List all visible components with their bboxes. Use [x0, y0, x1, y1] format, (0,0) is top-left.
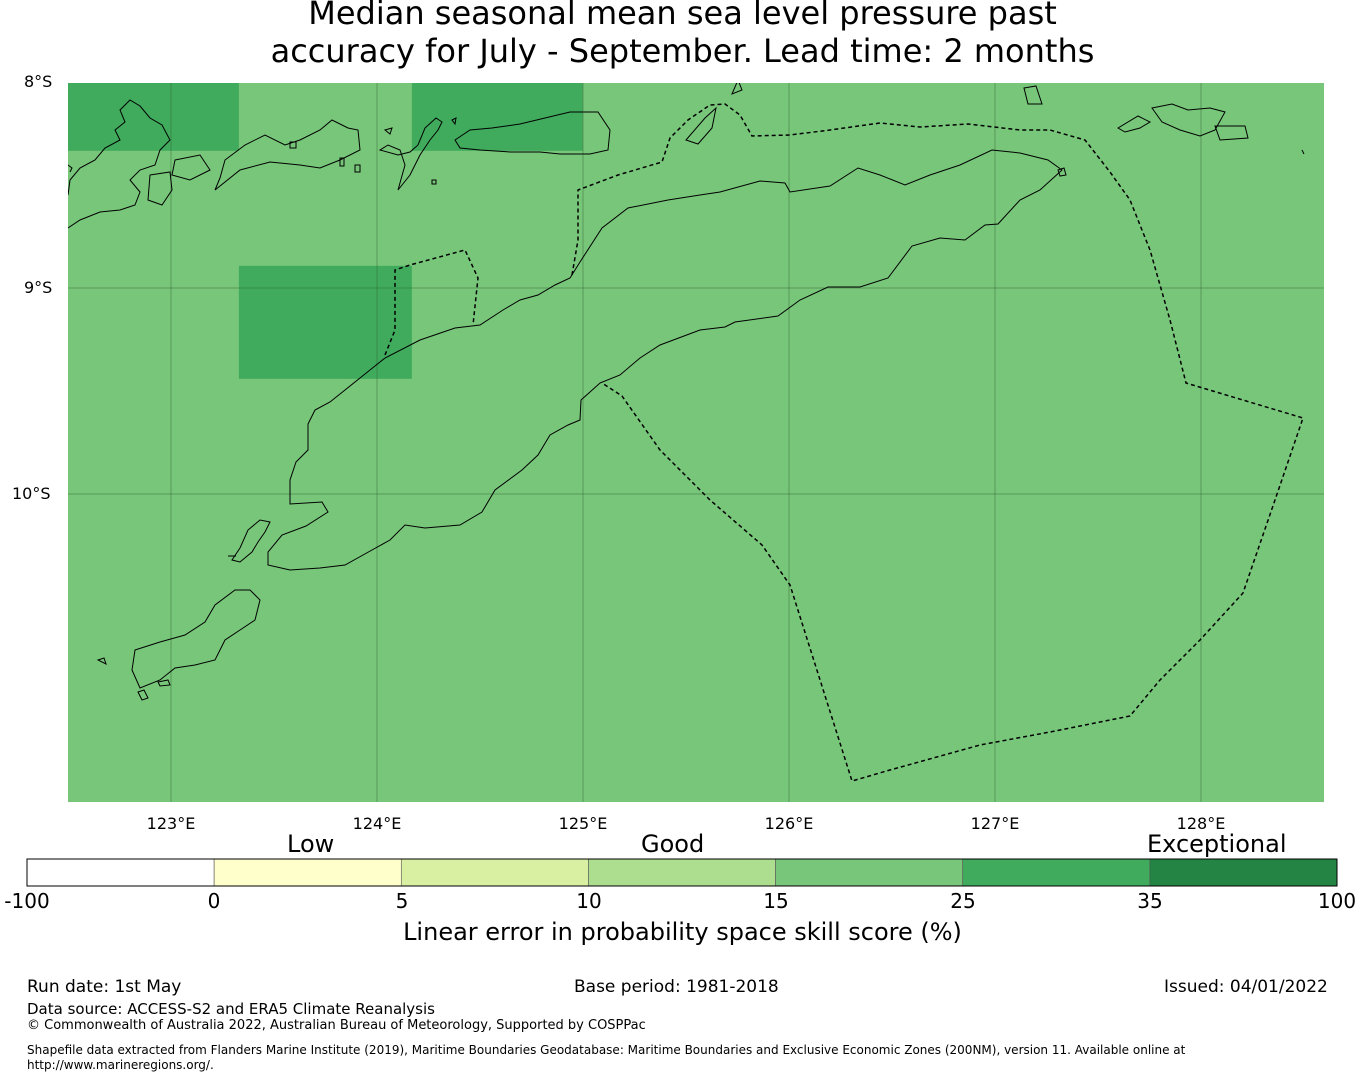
colorbar-tick: 10	[576, 889, 602, 913]
islet	[289, 141, 297, 149]
coastlines	[68, 83, 1305, 701]
title-line-1: Median seasonal mean sea level pressure …	[308, 0, 1057, 32]
islet	[147, 171, 173, 206]
islet	[354, 164, 361, 173]
base-period: Base period: 1981-2018	[574, 977, 779, 997]
islet	[96, 657, 107, 665]
colorbar-tick: 15	[763, 889, 789, 913]
skill-cell	[68, 83, 239, 151]
category-label-good: Good	[641, 830, 705, 858]
wetar-islet	[1117, 115, 1152, 133]
chart-title: Median seasonal mean sea level pressure …	[0, 0, 1365, 70]
islet	[731, 83, 743, 95]
skill-cell	[411, 83, 583, 151]
colorbar-tick: 25	[950, 889, 976, 913]
islet	[68, 164, 73, 173]
skill-cell	[238, 265, 412, 379]
category-label-exceptional: Exceptional	[1147, 830, 1287, 858]
islet	[383, 127, 393, 135]
colorbar-tick: 100	[1317, 889, 1357, 913]
islet	[171, 154, 211, 181]
alor-coastline	[454, 111, 611, 155]
wetar-coastline	[1151, 103, 1226, 137]
gridlines	[68, 83, 1324, 802]
colorbar-tick: 35	[1137, 889, 1163, 913]
lat-label-8s: 8°S	[24, 72, 53, 91]
islet	[431, 179, 437, 185]
timor-coastline	[267, 149, 1063, 571]
lon-label-128e: 128°E	[1176, 814, 1226, 833]
lon-label-127e: 127°E	[970, 814, 1020, 833]
rote-coastline	[231, 519, 271, 563]
lon-label-124e: 124°E	[352, 814, 402, 833]
colorbar-segment	[26, 858, 215, 887]
colorbar-tick: 5	[395, 889, 409, 913]
issued-date: Issued: 04/01/2022	[1164, 977, 1328, 997]
colorbar-tick: -100	[4, 889, 50, 913]
islet	[1301, 149, 1305, 155]
lembata-coastline	[214, 119, 361, 191]
lon-label-125e: 125°E	[558, 814, 608, 833]
lat-label-10s: 10°S	[12, 484, 51, 503]
data-source: Data source: ACCESS-S2 and ERA5 Climate …	[27, 1000, 435, 1018]
islet	[451, 117, 457, 126]
colorbar-segment	[400, 858, 589, 887]
atauro-island	[1057, 167, 1067, 177]
lon-label-126e: 126°E	[764, 814, 814, 833]
eez-boundary-timor-leste	[571, 103, 1304, 782]
map-background	[68, 83, 1324, 802]
colorbar-segment	[213, 858, 402, 887]
flores-coastline	[68, 99, 171, 229]
colorbar-segment	[775, 858, 964, 887]
islet	[685, 106, 717, 145]
title-line-2: accuracy for July - September. Lead time…	[270, 32, 1095, 70]
lat-label-9s: 9°S	[24, 278, 53, 297]
lon-label-123e: 123°E	[146, 814, 196, 833]
copyright: © Commonwealth of Australia 2022, Austra…	[27, 1018, 646, 1033]
skill-cells	[68, 83, 583, 379]
colorbar-tick: 0	[207, 889, 221, 913]
colorbar-segment	[588, 858, 776, 887]
islet	[1023, 85, 1043, 105]
colorbar-frame	[26, 858, 1338, 887]
colorbar	[26, 858, 1338, 887]
category-label-low: Low	[287, 830, 335, 858]
shapefile-credit: Shapefile data extracted from Flanders M…	[27, 1043, 1186, 1072]
eez-boundary-oecusse	[384, 249, 479, 356]
maritime-boundaries	[384, 103, 1304, 782]
wetar-islet-2	[1214, 125, 1249, 141]
colorbar-title: Linear error in probability space skill …	[403, 918, 962, 946]
sabu-coastline	[131, 589, 261, 689]
colorbar-segment	[1149, 858, 1338, 887]
islet	[157, 679, 171, 687]
pantar-coastline	[378, 117, 443, 191]
islet	[339, 157, 345, 167]
run-date: Run date: 1st May	[27, 977, 182, 997]
islet	[137, 689, 149, 701]
colorbar-segment	[962, 858, 1151, 887]
